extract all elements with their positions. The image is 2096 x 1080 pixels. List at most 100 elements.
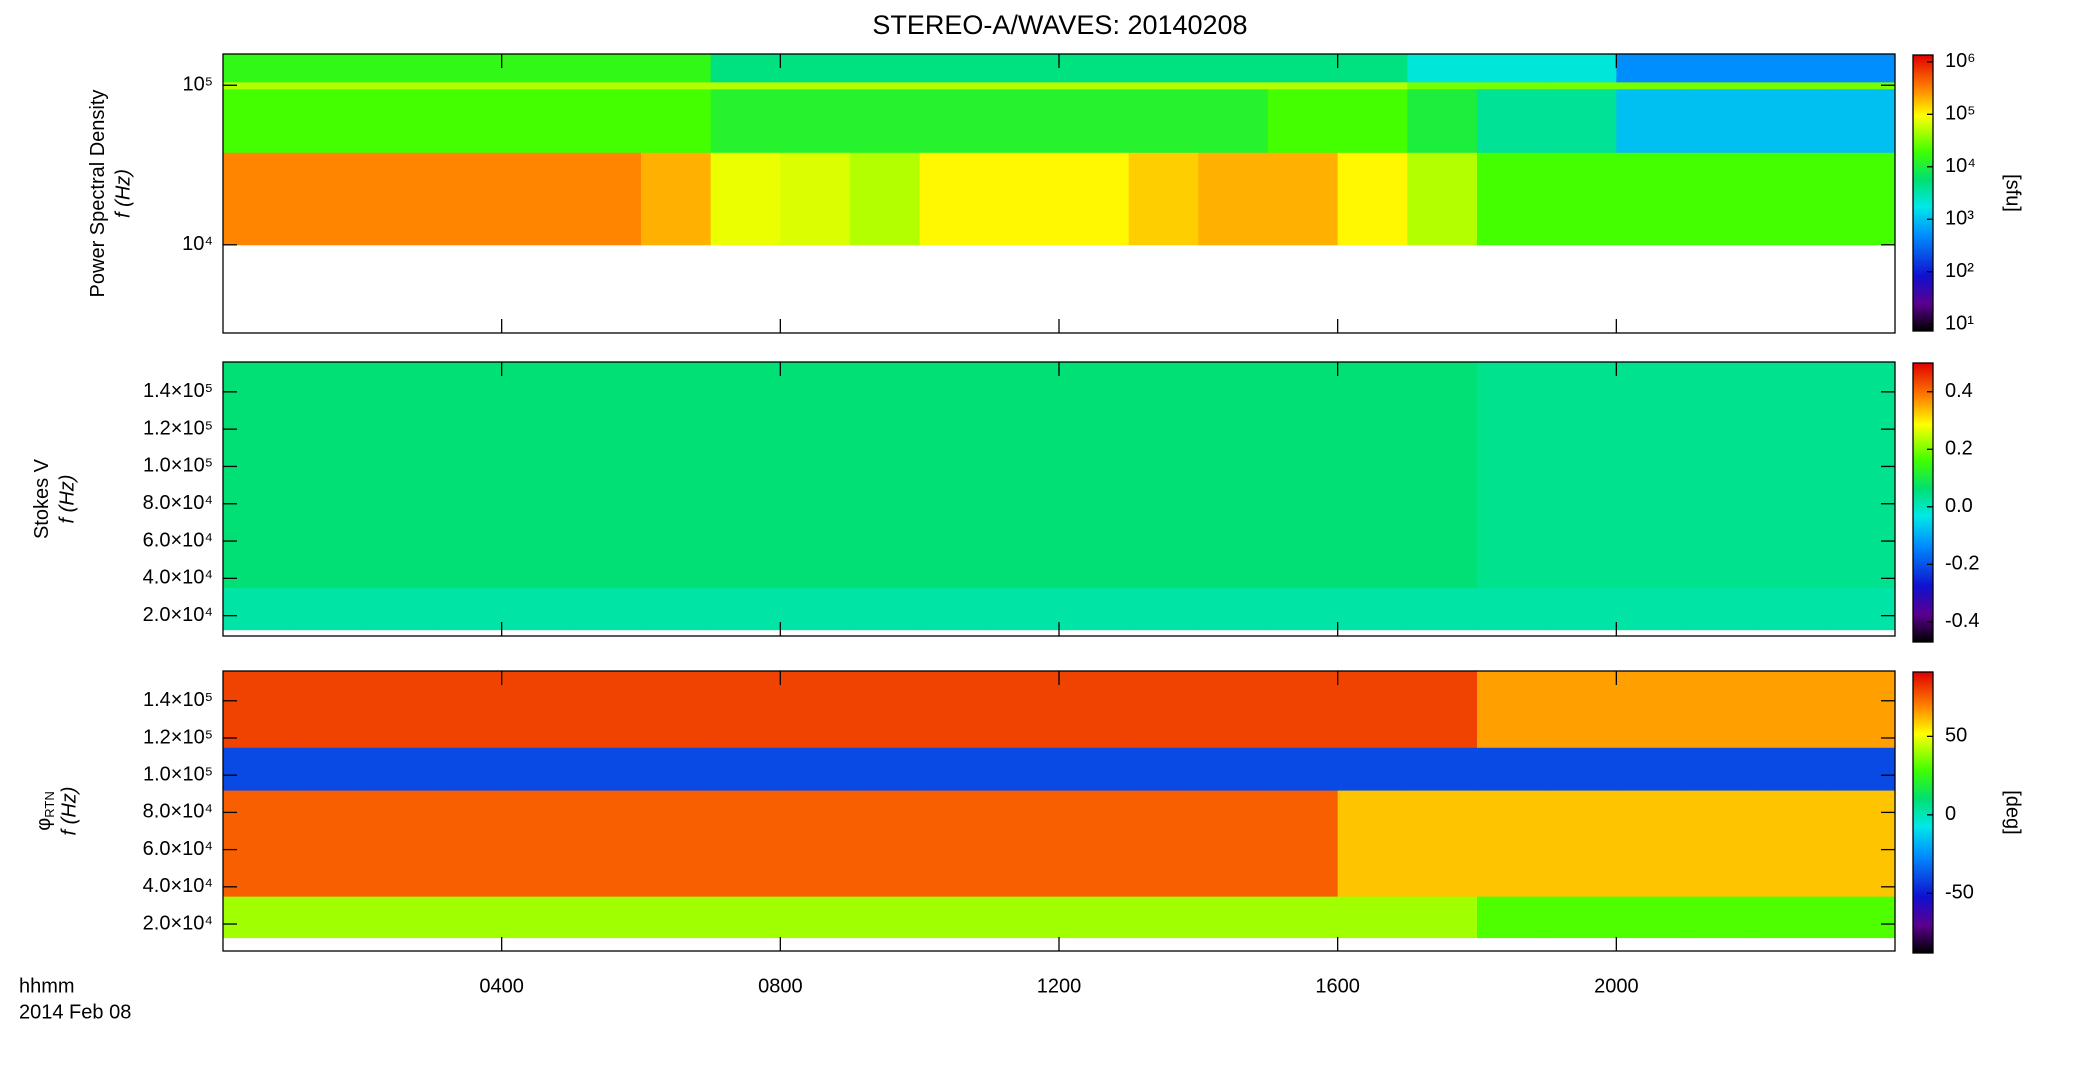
heatmap-cell: [850, 88, 921, 153]
heatmap-cell: [1128, 587, 1199, 631]
heatmap-cell: [571, 362, 642, 589]
heatmap-cell: [362, 747, 433, 791]
heatmap-cell: [1825, 362, 1896, 589]
heatmap-cell: [850, 362, 921, 589]
heatmap-cell: [1616, 671, 1687, 748]
heatmap-cell: [1059, 671, 1130, 748]
y-tick-label: 2.0×10⁴: [143, 604, 213, 626]
heatmap-cell: [223, 152, 294, 246]
heatmap-cell: [432, 81, 503, 90]
heatmap-cell: [1686, 152, 1757, 246]
y-axis-label: φRTN: [33, 791, 57, 830]
heatmap-cell: [1825, 896, 1896, 939]
heatmap-cell: [432, 747, 503, 791]
heatmap-cell: [1128, 790, 1199, 897]
heatmap-cell: [1686, 747, 1757, 791]
heatmap-cell: [1616, 81, 1687, 90]
heatmap-cell: [1407, 587, 1478, 631]
heatmap-cell: [1198, 88, 1269, 153]
heatmap-cell: [1477, 362, 1548, 589]
heatmap-cell: [1686, 81, 1757, 90]
heatmap-cell: [1198, 152, 1269, 246]
heatmap-cell: [989, 81, 1060, 90]
colorbar-tick-label: 10⁵: [1945, 103, 1976, 125]
heatmap-cell: [1059, 152, 1130, 246]
colorbar-tick-label: 10¹: [1945, 312, 1974, 334]
colorbar-tick-label: 0: [1945, 803, 1956, 825]
heatmap-cell: [1477, 54, 1548, 83]
heatmap-cell: [989, 88, 1060, 153]
heatmap-cell: [1128, 747, 1199, 791]
heatmap-cell: [432, 587, 503, 631]
heatmap-cell: [1546, 362, 1617, 589]
chart-title: STEREO-A/WAVES: 20140208: [872, 10, 1247, 40]
heatmap-cell: [1407, 362, 1478, 589]
heatmap-cell: [641, 896, 712, 939]
heatmap-cell: [223, 790, 294, 897]
heatmap-cell: [1337, 790, 1408, 897]
y-axis-label-text: Power Spectral Density: [87, 90, 109, 298]
heatmap-cell: [1337, 54, 1408, 83]
y-tick-label: 4.0×10⁴: [143, 875, 213, 897]
heatmap-cell: [1616, 54, 1687, 83]
heatmap-cell: [850, 790, 921, 897]
heatmap-cell: [1198, 362, 1269, 589]
colorbar: [1912, 671, 1934, 954]
heatmap-cell: [1407, 896, 1478, 939]
y-tick-label: 8.0×10⁴: [143, 801, 213, 823]
heatmap-cell: [1825, 88, 1896, 153]
heatmap-cell: [780, 54, 851, 83]
heatmap-cell: [710, 896, 781, 939]
heatmap-cell: [1686, 54, 1757, 83]
x-tick-label: 1200: [1037, 975, 1082, 997]
heatmap-cell: [1825, 747, 1896, 791]
heatmap-cell: [641, 790, 712, 897]
heatmap-cell: [1546, 790, 1617, 897]
heatmap-cell: [1755, 896, 1826, 939]
heatmap-cell: [1337, 587, 1408, 631]
heatmap-cell: [710, 54, 781, 83]
heatmap-cell: [1755, 587, 1826, 631]
heatmap-cell: [1268, 54, 1339, 83]
y-tick-label: 8.0×10⁴: [143, 492, 213, 514]
colorbar-tick-label: -0.2: [1945, 553, 1979, 575]
heatmap-cell: [1616, 790, 1687, 897]
heatmap-cell: [710, 587, 781, 631]
heatmap-cell: [292, 81, 363, 90]
heatmap-cell: [919, 790, 990, 897]
heatmap-cell: [1268, 81, 1339, 90]
x-tick-label: 2000: [1594, 975, 1639, 997]
heatmap-cell: [1755, 747, 1826, 791]
heatmap-cell: [1546, 896, 1617, 939]
heatmap-cell: [571, 671, 642, 748]
x-axis-label: hhmm: [19, 975, 75, 997]
heatmap-cell: [1268, 152, 1339, 246]
heatmap-cell: [1128, 362, 1199, 589]
heatmap-cell: [1477, 88, 1548, 153]
heatmap-cell: [1059, 896, 1130, 939]
heatmap-cell: [1755, 81, 1826, 90]
colorbar-tick-label: 0.4: [1945, 380, 1973, 402]
heatmap-cell: [432, 362, 503, 589]
y-tick-label: 6.0×10⁴: [143, 838, 213, 860]
heatmap-cell: [850, 747, 921, 791]
heatmap-cell: [780, 587, 851, 631]
heatmap-cell: [1546, 54, 1617, 83]
y-tick-label: 1.2×10⁵: [143, 726, 213, 748]
heatmap-cell: [850, 81, 921, 90]
heatmap-cell: [989, 747, 1060, 791]
heatmap-cell: [780, 88, 851, 153]
heatmap-cell: [571, 587, 642, 631]
heatmap-cell: [1407, 671, 1478, 748]
y-tick-label: 2.0×10⁴: [143, 912, 213, 934]
y-tick-label: 4.0×10⁴: [143, 567, 213, 589]
y-axis-label: f (Hz): [56, 475, 78, 524]
heatmap-cell: [919, 54, 990, 83]
heatmap-cell: [571, 790, 642, 897]
heatmap-cell: [1477, 152, 1548, 246]
heatmap-cell: [850, 152, 921, 246]
y-tick-label: 1.0×10⁵: [143, 455, 213, 477]
colorbar-tick-label: 50: [1945, 725, 1967, 747]
heatmap-cell: [1686, 587, 1757, 631]
